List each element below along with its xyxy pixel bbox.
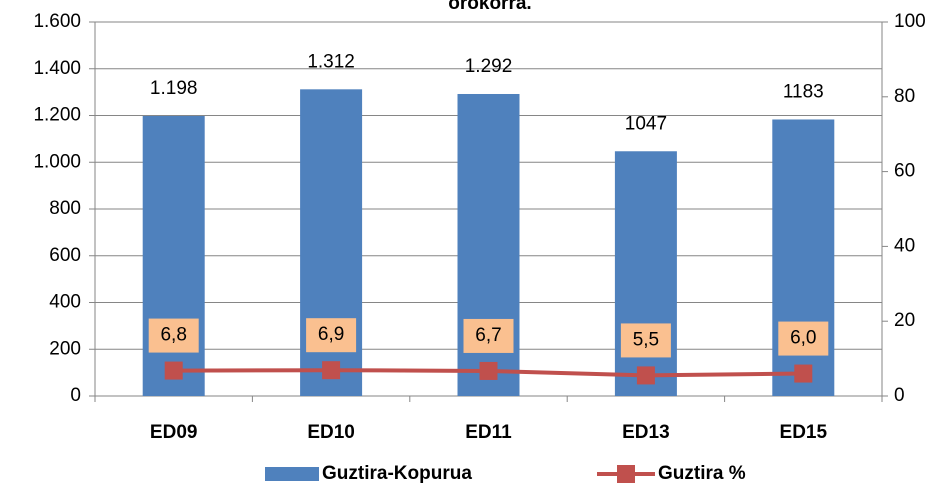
bar-value-label: 1047 [625,113,667,134]
line-label-box [306,318,357,353]
y2-tick-label: 0 [894,385,905,406]
legend-swatch [265,467,319,481]
x-tick-label: ED15 [780,422,828,443]
y-tick-label: 400 [49,292,81,313]
line-value-label: 5,5 [633,329,659,350]
line-value-label: 6,0 [790,328,816,349]
line-marker [322,361,341,380]
line-label-box [463,318,514,353]
x-tick-label: ED09 [150,422,198,443]
bar [614,151,677,396]
x-tick-label: ED11 [465,422,512,443]
x-tick-label: ED10 [307,422,355,443]
legend-label: Guztira-Kopurua [322,463,472,484]
line-marker [164,361,183,380]
line-label-box [620,323,671,358]
y2-tick-label: 40 [894,235,915,256]
line-label-box [778,321,829,356]
y-tick-label: 1.600 [33,11,81,32]
y-tick-label: 1.200 [33,105,81,126]
y-tick-label: 1.400 [33,58,81,79]
y-tick-label: 0 [70,385,81,406]
legend-swatch [617,465,635,483]
bar-value-label: 1.198 [150,78,198,99]
chart-title: orokorra. [448,0,531,14]
y2-tick-label: 100 [894,11,926,32]
y-tick-label: 1.000 [33,151,81,172]
line-label-box [148,318,199,353]
line-value-label: 6,7 [475,325,501,346]
y2-tick-label: 60 [894,161,915,182]
y-tick-label: 800 [49,198,81,219]
y-tick-label: 600 [49,245,81,266]
bar [142,115,205,396]
line-marker [479,361,498,380]
y2-tick-label: 20 [894,310,915,331]
legend-label: Guztira % [658,463,746,484]
line-marker [636,366,655,385]
bar-value-label: 1.292 [465,56,513,77]
bar-value-label: 1.312 [307,51,355,72]
y2-tick-label: 80 [894,86,915,107]
line-marker [794,364,813,383]
bar-value-label: 1183 [783,81,824,102]
line-value-label: 6,9 [318,324,344,345]
x-tick-label: ED13 [622,422,670,443]
line-value-label: 6,8 [160,325,186,346]
y-tick-label: 200 [49,338,81,359]
